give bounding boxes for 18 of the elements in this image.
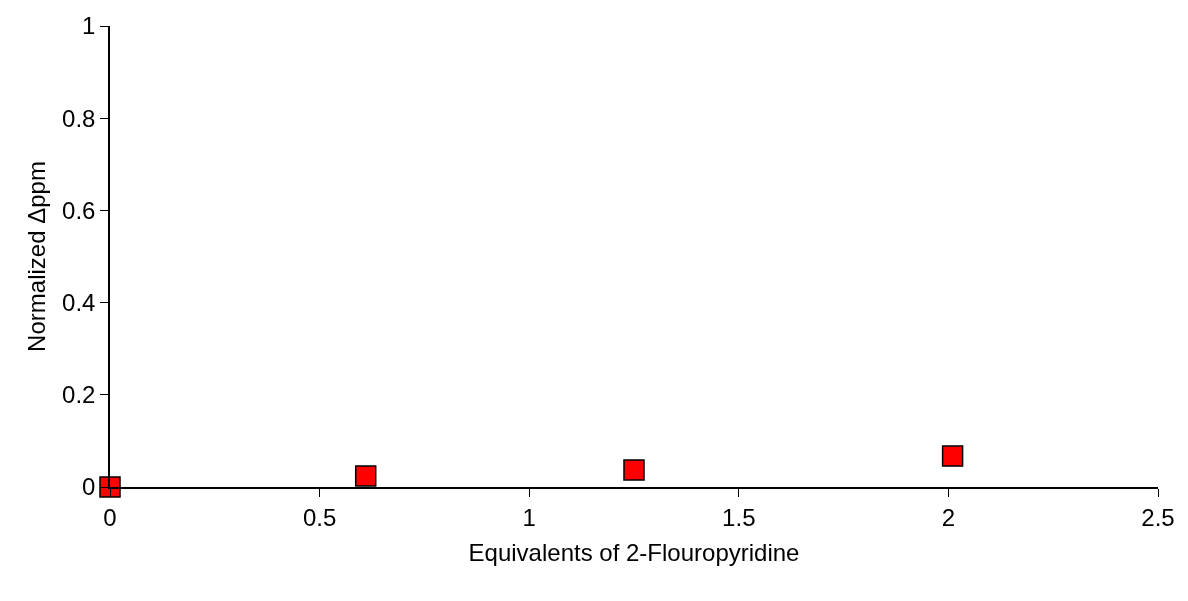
point [623, 459, 645, 481]
point [99, 476, 121, 498]
x-axis-title: Equivalents of 2-Flouropyridine [468, 539, 800, 567]
x-tick-label: 0.5 [302, 503, 337, 531]
x-tick-label: 1 [522, 503, 536, 531]
y-axis-title: Normalized Δppm [22, 161, 50, 352]
point [941, 445, 964, 467]
y-tick-label: 1 [82, 12, 96, 40]
point [354, 465, 377, 487]
x-tick-label: 2.5 [1141, 503, 1175, 531]
y-tick-label: 0.4 [62, 289, 96, 316]
x-tick-label: 2 [941, 503, 956, 531]
y-tick-label: 0.2 [62, 381, 96, 409]
x-tick-label: 1.5 [722, 503, 756, 531]
y-tick-label: 0 [82, 473, 96, 501]
x-tick-label: 0 [103, 503, 117, 531]
y-tick-label: 0.6 [62, 196, 96, 224]
y-tick-label: 0.8 [62, 104, 96, 132]
